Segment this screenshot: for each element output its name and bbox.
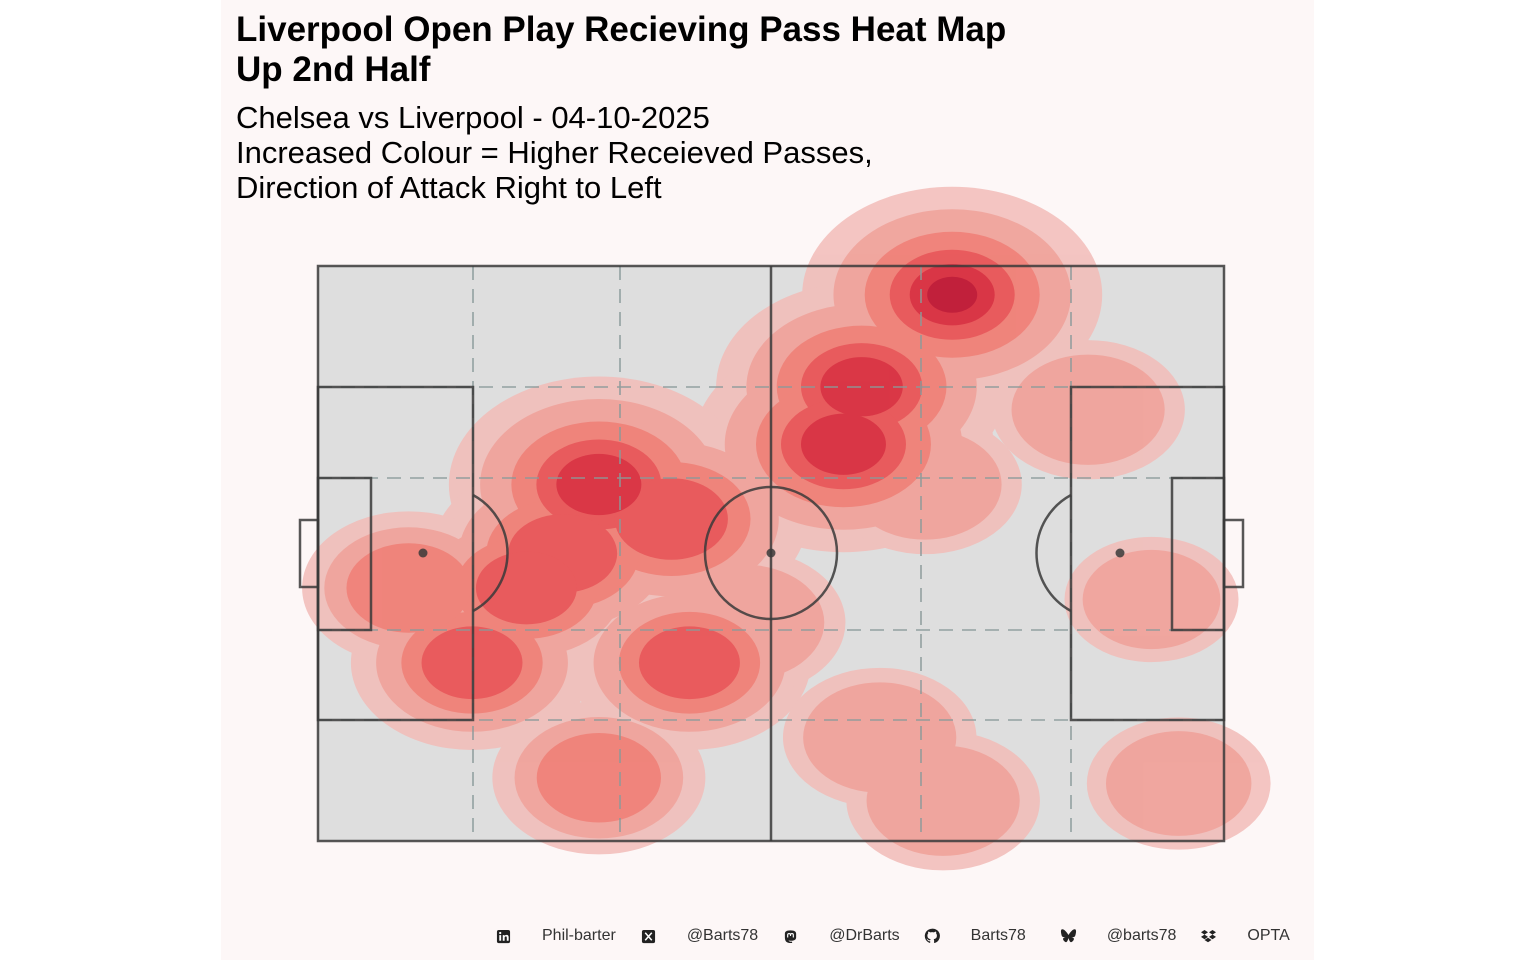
density-blob <box>556 453 642 516</box>
left-penalty-spot <box>418 548 428 558</box>
footer-linkedin-handle: Phil-barter <box>542 927 616 944</box>
density-blob <box>346 543 471 633</box>
footer-x-handle: @Barts78 <box>686 927 759 944</box>
right-penalty-arc <box>1035 493 1072 613</box>
density-level-6 <box>927 276 978 313</box>
github-icon <box>924 928 941 945</box>
density-blob <box>1011 354 1165 465</box>
dropbox-icon <box>1200 928 1217 945</box>
density-blob <box>1105 731 1252 836</box>
footer-mastodon-handle: @DrBarts <box>829 927 900 944</box>
left-penalty-arc <box>472 493 509 613</box>
bluesky-icon <box>1060 928 1077 945</box>
pitch-spots <box>418 548 1125 558</box>
footer-bluesky-handle: @barts78 <box>1106 927 1177 944</box>
chart-title: Liverpool Open Play Recieving Pass Heat … <box>236 10 1007 89</box>
centre-circle <box>703 485 839 621</box>
density-blob <box>866 745 1020 856</box>
centre-spot <box>766 548 776 558</box>
footer-github-handle: Barts78 <box>970 927 1026 944</box>
density-blob <box>638 626 740 700</box>
footer-credits: Phil-barter @Barts78 @DrBarts Barts78 @b… <box>495 924 1290 948</box>
density-blob <box>927 276 978 313</box>
right-penalty-spot <box>1115 548 1125 558</box>
chart-subtitle: Chelsea vs Liverpool - 04-10-2025 Increa… <box>236 100 873 205</box>
footer-source: OPTA <box>1247 927 1290 944</box>
density-blob <box>820 357 903 417</box>
density-blob <box>800 413 886 475</box>
linkedin-icon <box>495 928 512 945</box>
density-blob <box>614 478 728 560</box>
density-blob <box>1082 549 1221 650</box>
density-blob <box>475 551 577 625</box>
density-blob <box>536 733 661 823</box>
mastodon-icon <box>782 928 799 945</box>
x-twitter-icon <box>640 928 657 945</box>
left-goal <box>298 518 320 589</box>
right-goal <box>1222 518 1245 589</box>
